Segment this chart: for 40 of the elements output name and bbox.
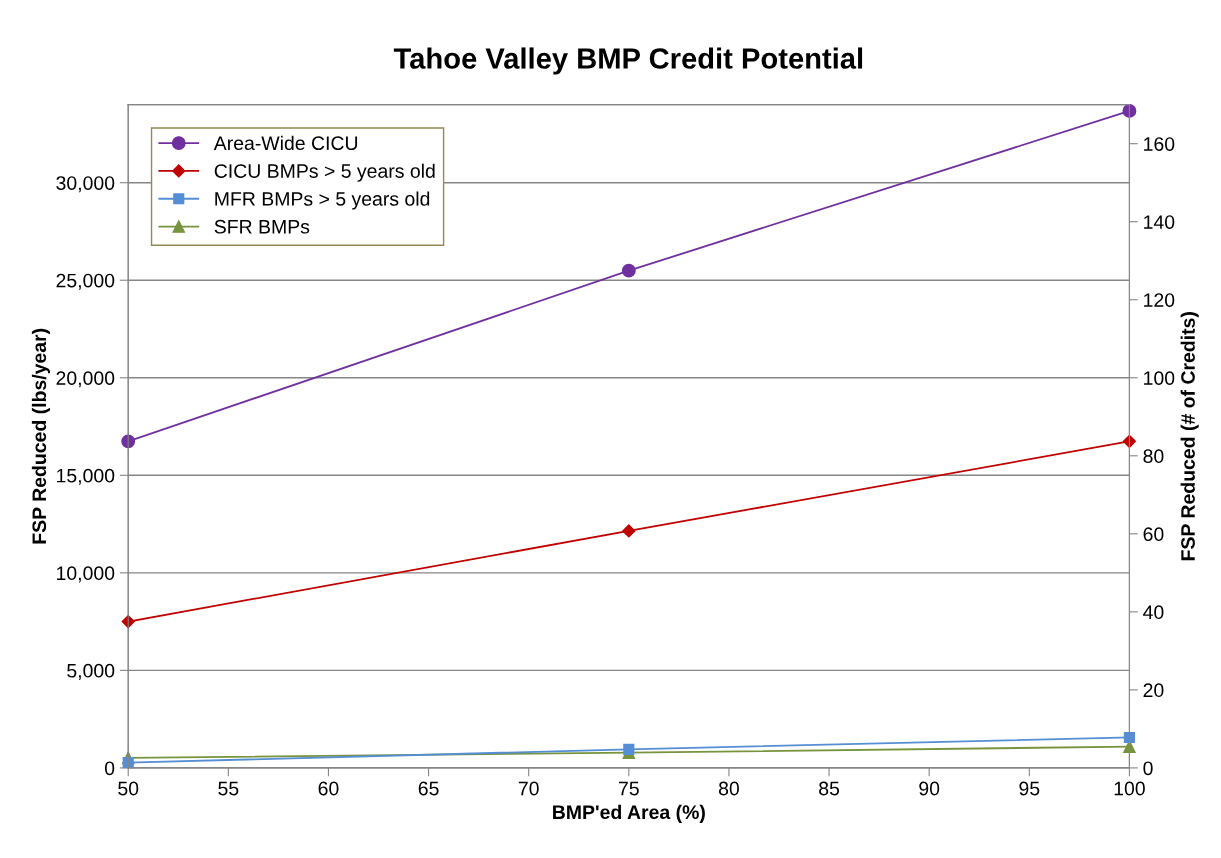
y-tick-label: 25,000 — [56, 273, 115, 290]
point — [1123, 731, 1135, 744]
y-tick-label: 30,000 — [56, 176, 115, 193]
x-tick-label: 65 — [418, 781, 439, 796]
y2-tick-label: 20 — [1143, 683, 1164, 698]
x-tick-label: 95 — [1019, 781, 1040, 796]
y-tick-label: 20,000 — [56, 371, 115, 388]
legend-label: CICU BMPs > 5 years old — [214, 163, 435, 182]
y-tick-label: 0 — [104, 761, 115, 776]
x-axis-title: BMP'ed Area (%) — [553, 804, 705, 823]
point — [623, 743, 635, 755]
y2-axis-title: FSP Reduced (# of Credits) — [1180, 312, 1199, 561]
y2-tick-label: 0 — [1143, 761, 1153, 776]
point — [621, 263, 636, 278]
y2-tick-label: 100 — [1144, 371, 1175, 386]
chart-title: Tahoe Valley BMP Credit Potential — [393, 47, 863, 75]
y-axis-title: FSP Reduced (lbs/year) — [31, 328, 50, 544]
x-tick-label: 100 — [1114, 781, 1145, 796]
legend-label: Area-Wide CICU — [213, 135, 358, 151]
x-tick-label: 60 — [318, 781, 339, 796]
x-tick-label: 55 — [218, 781, 239, 796]
y-tick-label: 15,000 — [57, 468, 115, 485]
y2-tick-label: 160 — [1144, 137, 1175, 151]
y2-tick-label: 40 — [1143, 605, 1164, 620]
x-tick-label: 85 — [819, 781, 840, 796]
legend-label: MFR BMPs > 5 years old — [215, 191, 430, 210]
point — [121, 615, 135, 629]
x-tick-label: 80 — [718, 781, 739, 796]
legend-label: SFR BMPs — [214, 219, 310, 234]
y2-tick-label: 60 — [1143, 527, 1164, 542]
x-tick-label: 50 — [118, 781, 139, 796]
x-tick-label: 70 — [518, 781, 539, 796]
point — [622, 524, 636, 538]
x-tick-label: 90 — [919, 781, 940, 796]
y2-tick-label: 80 — [1143, 449, 1164, 464]
y-tick-label: 10,000 — [57, 566, 115, 583]
y2-tick-label: 140 — [1144, 215, 1175, 229]
x-tick-label: 75 — [619, 781, 639, 796]
y-tick-label: 5,000 — [67, 663, 115, 680]
y2-tick-label: 120 — [1144, 293, 1175, 307]
